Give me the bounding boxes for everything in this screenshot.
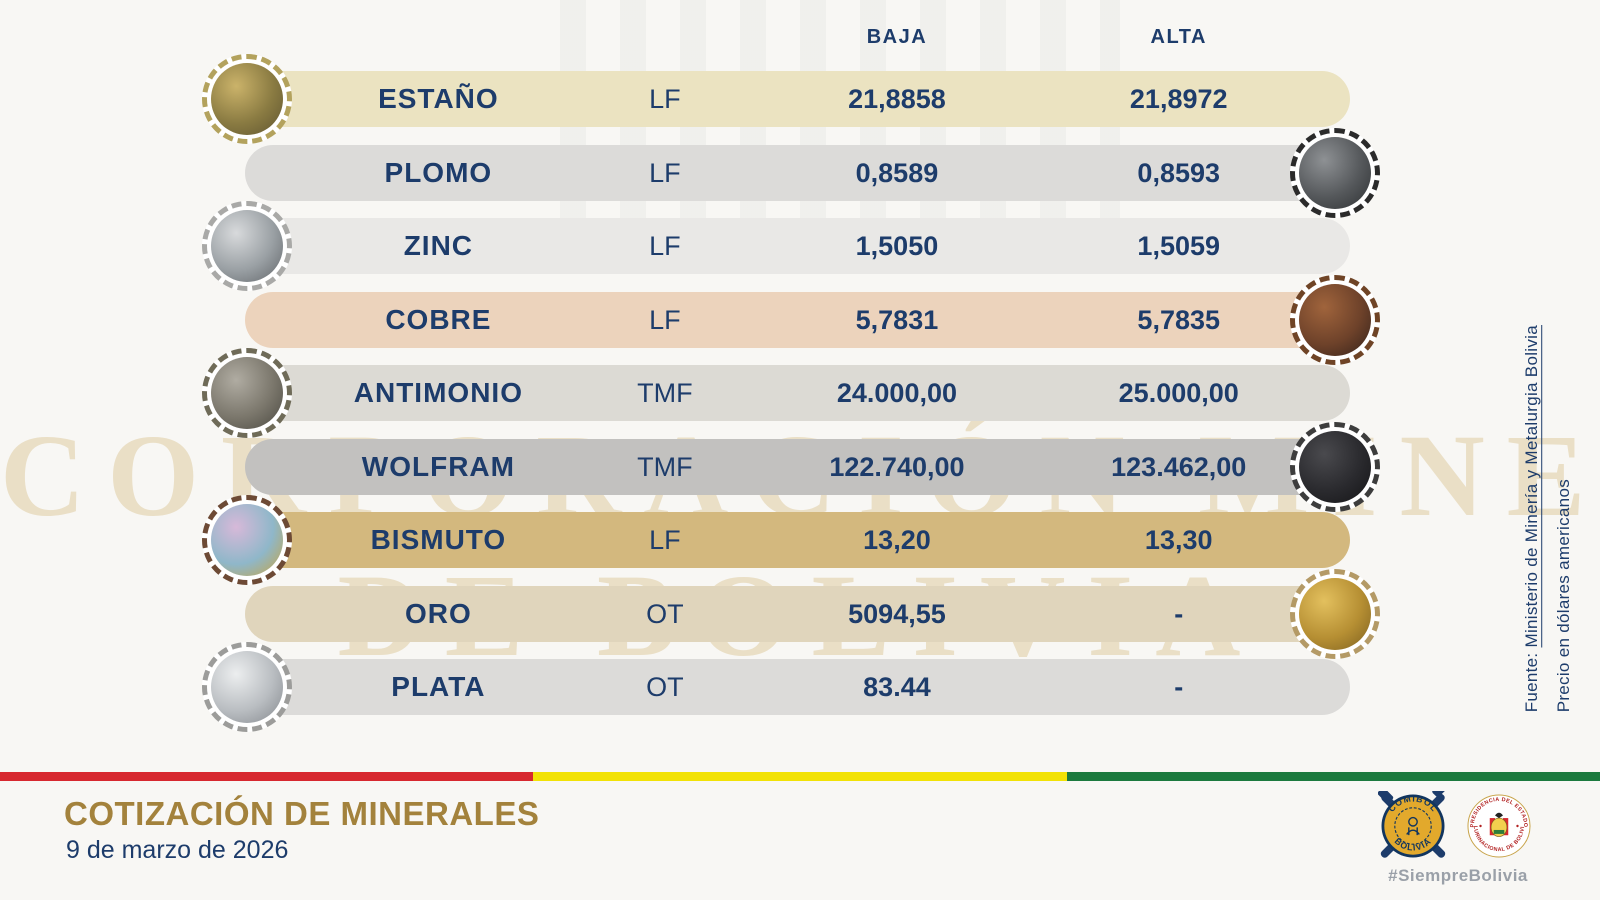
row-bar: ANTIMONIO TMF 24.000,00 25.000,00 bbox=[245, 365, 1350, 421]
unit-label: LF bbox=[649, 304, 681, 335]
source-prefix: Fuente: bbox=[1522, 647, 1541, 712]
mineral-photo bbox=[211, 63, 283, 135]
table-row: ESTAÑO LF 21,8858 21,8972 bbox=[0, 54, 1600, 144]
table-row: PLATA OT 83.44 - bbox=[0, 642, 1600, 732]
column-header-baja: BAJA bbox=[866, 26, 928, 48]
comibol-logo: COMIBOL BOLIVIA bbox=[1378, 791, 1448, 858]
baja-value: 5094,55 bbox=[848, 598, 946, 629]
source-link[interactable]: Ministerio de Minería y Metalurgia Boliv… bbox=[1522, 324, 1541, 648]
currency-note: Precio en dólares americanos bbox=[1554, 478, 1573, 712]
mineral-photo bbox=[211, 504, 283, 576]
row-bar: ESTAÑO LF 21,8858 21,8972 bbox=[245, 71, 1350, 127]
flag-yellow-segment bbox=[533, 772, 1067, 781]
bolivia-flag-stripe bbox=[0, 772, 1600, 781]
mineral-name: PLOMO bbox=[384, 156, 493, 188]
svg-text:BOLIVIA: BOLIVIA bbox=[1393, 836, 1434, 853]
hashtag-label: #SiempreBolivia bbox=[1388, 866, 1528, 885]
mineral-photo bbox=[1299, 283, 1371, 356]
row-bar: ZINC LF 1,5050 1,5059 bbox=[245, 218, 1350, 274]
mineral-name: PLATA bbox=[391, 671, 486, 702]
mineral-name: BISMUTO bbox=[370, 524, 507, 555]
alta-value: 13,30 bbox=[1144, 525, 1213, 555]
alta-value: - bbox=[1174, 598, 1184, 629]
unit-label: LF bbox=[649, 157, 681, 188]
unit-label: LF bbox=[649, 525, 681, 555]
baja-value: 0,8589 bbox=[855, 157, 939, 188]
unit-label: LF bbox=[649, 84, 681, 114]
baja-value: 83.44 bbox=[863, 672, 931, 702]
baja-value: 122.740,00 bbox=[829, 451, 965, 482]
row-bar: BISMUTO LF 13,20 13,30 bbox=[245, 512, 1350, 568]
baja-value: 1,5050 bbox=[855, 231, 939, 261]
baja-value: 5,7831 bbox=[855, 304, 939, 335]
alta-value: 5,7835 bbox=[1137, 304, 1221, 335]
mineral-name: ZINC bbox=[403, 230, 474, 261]
table-row: ORO OT 5094,55 - bbox=[0, 568, 1600, 659]
column-header-alta: ALTA bbox=[1150, 26, 1207, 48]
row-bar: WOLFRAM TMF 122.740,00 123.462,00 bbox=[245, 438, 1350, 495]
mineral-photo bbox=[1299, 136, 1371, 209]
alta-value: 123.462,00 bbox=[1111, 451, 1247, 482]
miner-emblem-icon bbox=[1406, 816, 1420, 836]
unit-label: OT bbox=[646, 598, 684, 629]
baja-value: 13,20 bbox=[863, 525, 931, 555]
comibol-arc-bottom-text: BOLIVIA bbox=[1393, 836, 1433, 853]
row-bar: COBRE LF 5,7831 5,7835 bbox=[245, 291, 1350, 348]
flag-green-segment bbox=[1066, 772, 1600, 781]
mineral-photo bbox=[211, 210, 283, 282]
alta-value: 1,5059 bbox=[1137, 231, 1221, 261]
row-bar: PLOMO LF 0,8589 0,8593 bbox=[245, 144, 1350, 201]
table-row: COBRE LF 5,7831 5,7835 bbox=[0, 274, 1600, 365]
mineral-photo-circle bbox=[1290, 274, 1380, 365]
table-header: BAJA ALTA bbox=[245, 20, 1350, 54]
mineral-name: WOLFRAM bbox=[361, 450, 515, 482]
unit-label: TMF bbox=[637, 451, 693, 482]
page-title: COTIZACIÓN DE MINERALES bbox=[64, 795, 540, 832]
table-row: WOLFRAM TMF 122.740,00 123.462,00 bbox=[0, 421, 1600, 512]
table-row: ZINC LF 1,5050 1,5059 bbox=[0, 201, 1600, 291]
alta-value: 0,8593 bbox=[1137, 157, 1221, 188]
mineral-photo-circle bbox=[1290, 421, 1380, 512]
table-row: PLOMO LF 0,8589 0,8593 bbox=[0, 127, 1600, 218]
baja-value: 21,8858 bbox=[848, 84, 946, 114]
mineral-photo-circle bbox=[202, 495, 292, 585]
unit-label: OT bbox=[646, 672, 684, 702]
unit-label: LF bbox=[649, 231, 681, 261]
table-row: BISMUTO LF 13,20 13,30 bbox=[0, 495, 1600, 585]
mineral-photo-circle bbox=[202, 201, 292, 291]
flag-red-segment bbox=[0, 772, 534, 781]
coat-of-arms-icon bbox=[1489, 812, 1509, 837]
alta-value: - bbox=[1174, 672, 1184, 702]
baja-value: 24.000,00 bbox=[836, 378, 957, 408]
row-bar: ORO OT 5094,55 - bbox=[245, 585, 1350, 642]
mineral-photo-circle bbox=[202, 642, 292, 732]
mineral-photo-circle bbox=[202, 54, 292, 144]
mineral-name: ORO bbox=[404, 597, 472, 629]
mineral-name: ESTAÑO bbox=[378, 83, 499, 114]
mineral-name: COBRE bbox=[385, 303, 492, 335]
table-row: ANTIMONIO TMF 24.000,00 25.000,00 bbox=[0, 348, 1600, 438]
mineral-photo-circle bbox=[202, 348, 292, 438]
alta-value: 21,8972 bbox=[1129, 84, 1228, 114]
row-bar: PLATA OT 83.44 - bbox=[245, 659, 1350, 715]
unit-label: TMF bbox=[637, 378, 693, 408]
mineral-photo bbox=[1299, 577, 1371, 650]
mineral-photo bbox=[211, 651, 283, 723]
mineral-photo bbox=[1299, 430, 1371, 503]
mineral-photo bbox=[211, 357, 283, 429]
mineral-photo-circle bbox=[1290, 568, 1380, 659]
presidencia-seal: PRESIDENCIA DEL ESTADO PLURINACIONAL DE … bbox=[1466, 793, 1531, 858]
mineral-photo-circle bbox=[1290, 127, 1380, 218]
alta-value: 25.000,00 bbox=[1118, 378, 1239, 408]
bulletin-date: 9 de marzo de 2026 bbox=[66, 836, 289, 864]
mineral-name: ANTIMONIO bbox=[353, 377, 523, 408]
source-note: Fuente: Ministerio de Minería y Metalurg… bbox=[1522, 325, 1542, 712]
